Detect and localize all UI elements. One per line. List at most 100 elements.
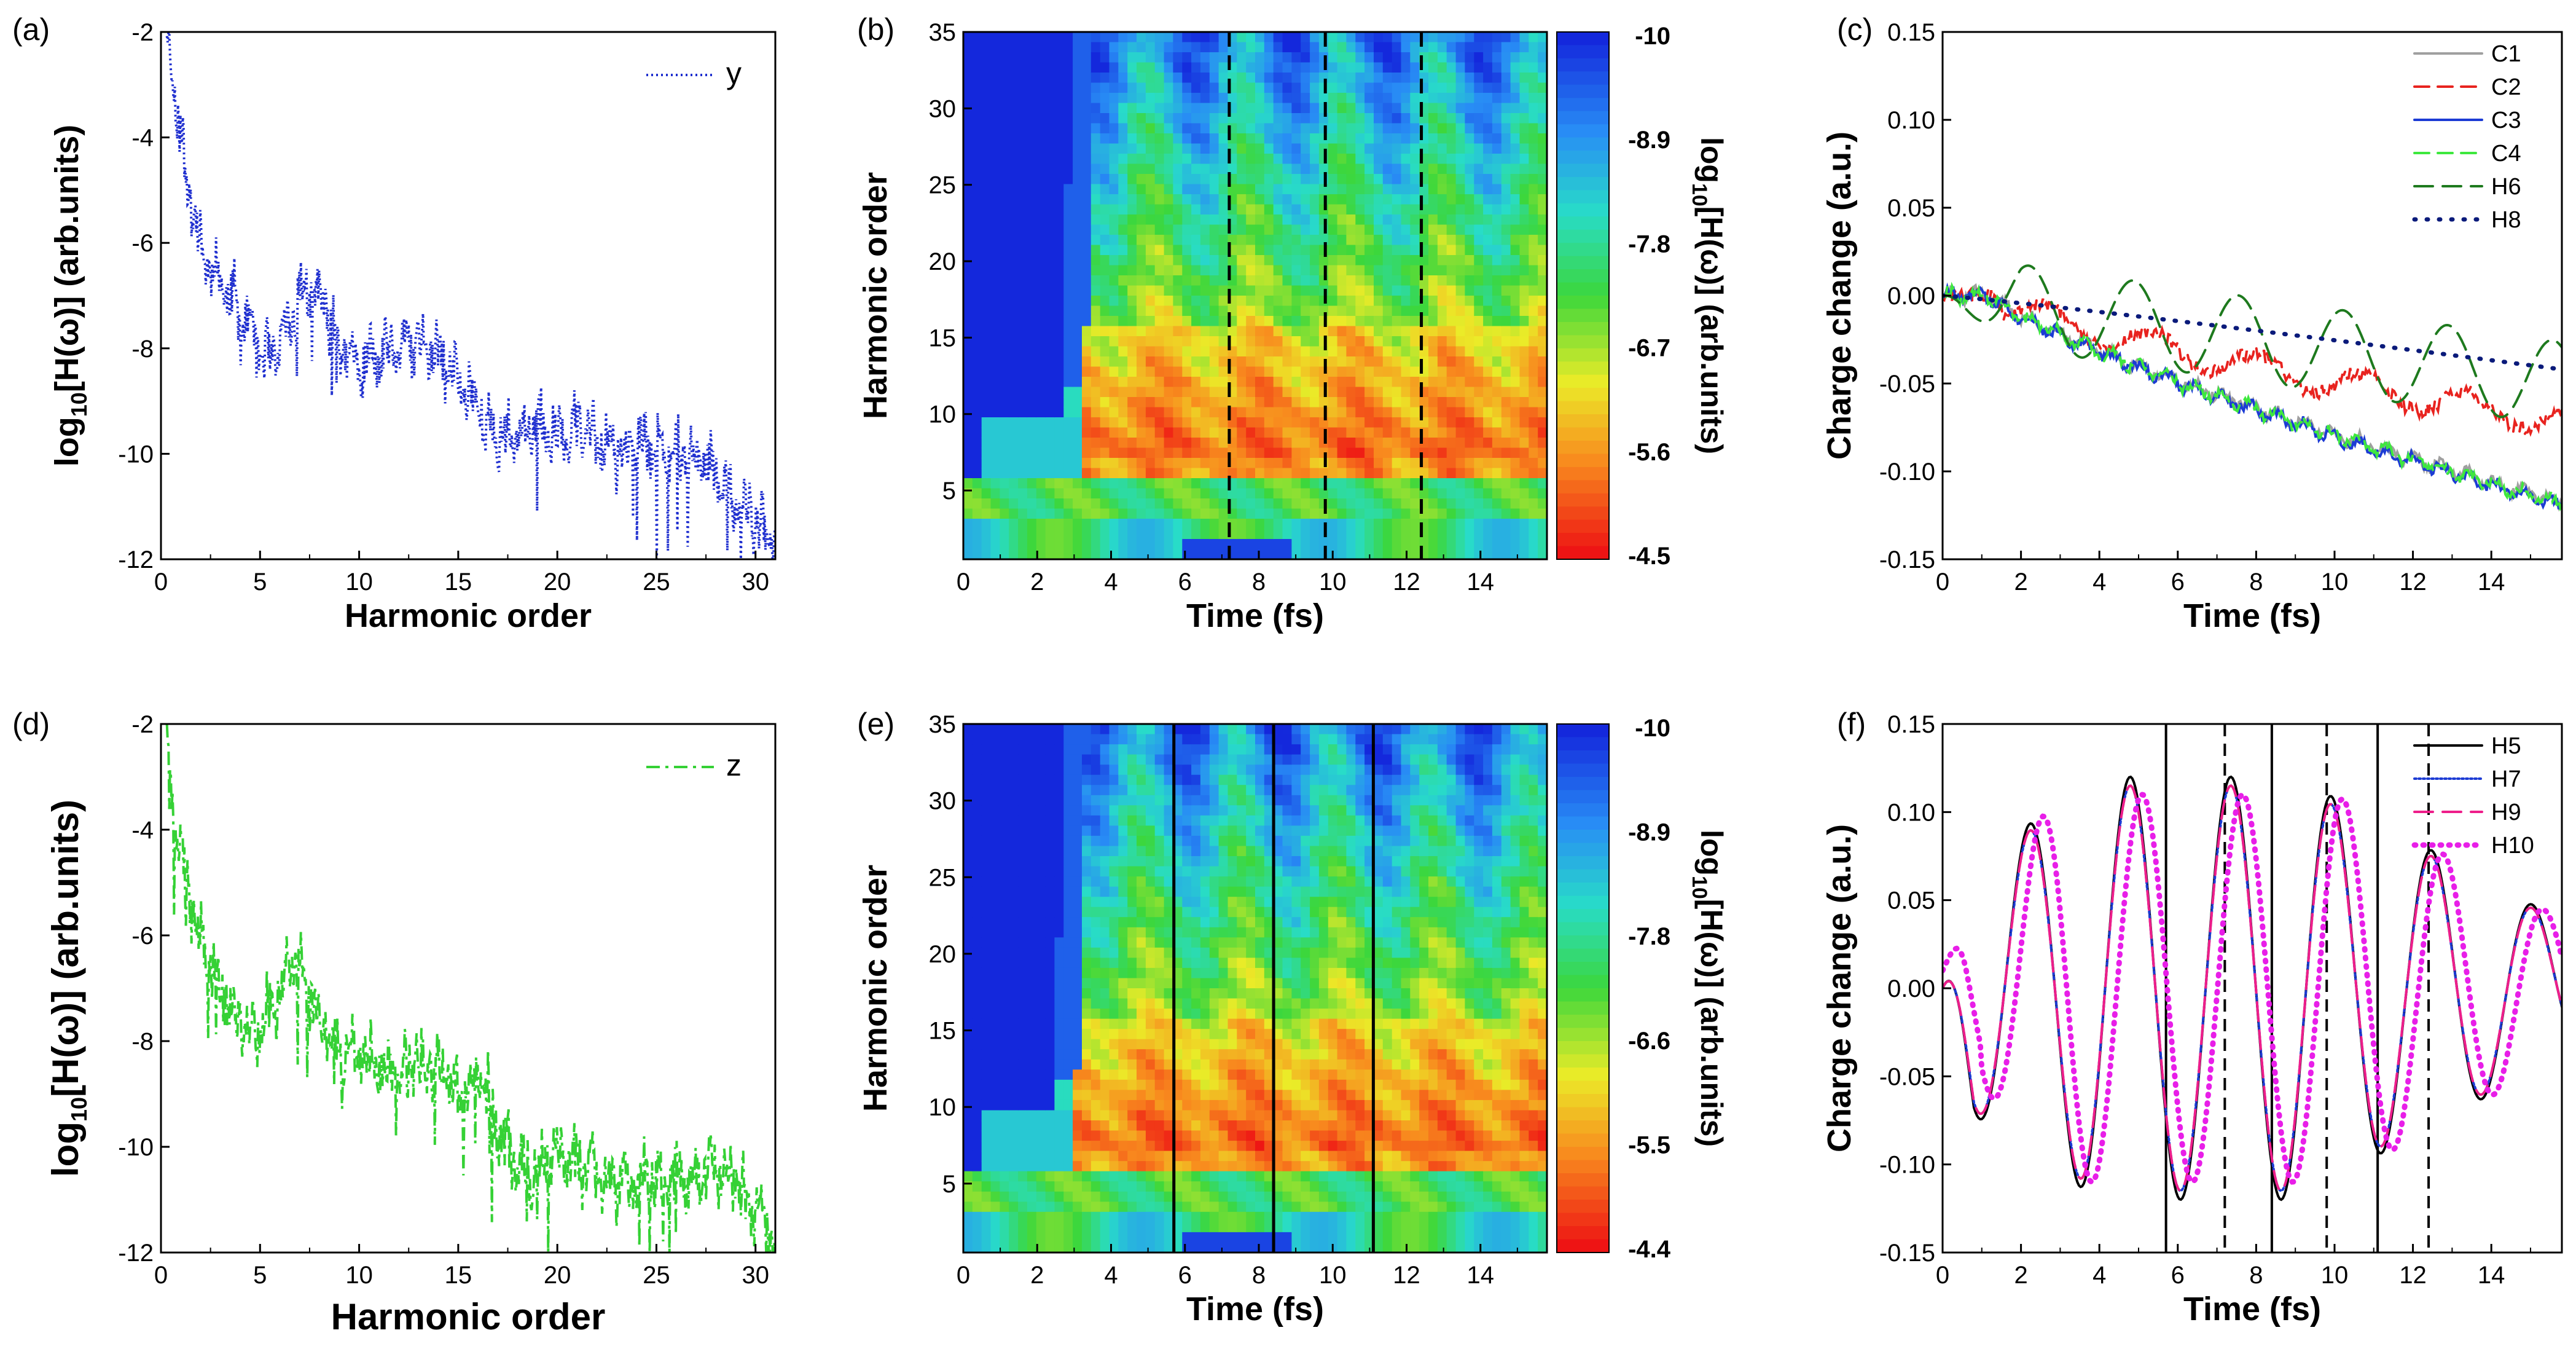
heatmap-cell — [1137, 856, 1146, 867]
heatmap-cell — [1073, 1039, 1082, 1050]
heatmap-cell — [1318, 245, 1329, 256]
heatmap-cell — [1145, 917, 1156, 928]
heatmap-cell — [1109, 1161, 1119, 1172]
heatmap-cell — [1519, 529, 1530, 540]
heatmap-cell — [1191, 539, 1201, 550]
heatmap-cell — [1036, 1079, 1046, 1091]
heatmap-cell — [990, 356, 1001, 368]
heatmap-cell — [1182, 988, 1192, 999]
heatmap-cell — [1446, 62, 1457, 73]
heatmap-cell — [1474, 478, 1484, 489]
heatmap-cell — [1118, 82, 1128, 93]
heatmap-cell — [1337, 184, 1347, 195]
heatmap-cell — [1310, 73, 1320, 84]
heatmap-cell — [1018, 305, 1028, 317]
heatmap-cell — [1073, 326, 1082, 337]
heatmap-cell — [1310, 366, 1320, 377]
heatmap-cell — [1000, 774, 1009, 785]
heatmap-cell — [981, 967, 992, 979]
heatmap-cell — [1483, 366, 1493, 377]
heatmap-cell — [1154, 407, 1165, 418]
heatmap-cell — [1237, 336, 1247, 347]
heatmap-cell — [1291, 305, 1301, 317]
heatmap-cell — [1118, 387, 1128, 398]
heatmap-cell — [1009, 245, 1019, 256]
heatmap-cell — [1118, 1029, 1128, 1040]
heatmap-cell — [972, 265, 982, 276]
heatmap-cell — [1446, 498, 1457, 509]
heatmap-cell — [981, 184, 992, 195]
heatmap-cell — [1355, 468, 1365, 479]
heatmap-cell — [1154, 326, 1165, 337]
heatmap-cell — [1446, 508, 1457, 519]
heatmap-cell — [1137, 998, 1146, 1009]
heatmap-cell — [981, 1018, 992, 1029]
heatmap-cell — [1346, 447, 1356, 458]
heatmap-cell — [972, 846, 982, 857]
heatmap-cell — [1137, 1181, 1146, 1192]
heatmap-cell — [963, 346, 973, 357]
heatmap-cell — [1218, 163, 1229, 175]
heatmap-cell — [972, 886, 982, 897]
heatmap-cell — [1465, 296, 1474, 307]
heatmap-cell — [981, 947, 992, 959]
heatmap-cell — [1182, 427, 1192, 438]
heatmap-cell — [1145, 876, 1156, 887]
heatmap-cell — [1063, 1059, 1073, 1071]
heatmap-cell — [1100, 377, 1110, 388]
heatmap-cell — [1364, 235, 1374, 246]
colorbar-step — [1557, 190, 1609, 204]
heatmap-cell — [1538, 82, 1548, 93]
heatmap-cell — [1054, 305, 1064, 317]
heatmap-cell — [1382, 214, 1393, 226]
heatmap-cell — [1036, 326, 1046, 337]
heatmap-cell — [1063, 947, 1073, 959]
heatmap-cell — [1036, 988, 1046, 999]
heatmap-cell — [1000, 174, 1009, 185]
heatmap-cell — [1200, 508, 1210, 519]
heatmap-cell — [1118, 724, 1128, 735]
colorbar-step — [1557, 176, 1609, 191]
x-tick-label: 25 — [643, 1262, 670, 1289]
heatmap-cell — [1474, 519, 1484, 530]
heatmap-cell — [1301, 275, 1310, 286]
heatmap-cell — [1291, 204, 1301, 215]
heatmap-cell — [1474, 529, 1484, 540]
heatmap-cell — [1437, 275, 1447, 286]
heatmap-cell — [1063, 468, 1073, 479]
heatmap-cell — [1018, 326, 1028, 337]
heatmap-cell — [1474, 377, 1484, 388]
heatmap-cell — [1036, 458, 1046, 469]
heatmap-cell — [1009, 275, 1019, 286]
heatmap-cell — [1137, 1171, 1146, 1182]
heatmap-cell — [1164, 194, 1174, 205]
heatmap-cell — [1063, 1191, 1073, 1203]
heatmap-cell — [972, 1191, 982, 1203]
heatmap-cell — [1374, 468, 1384, 479]
heatmap-cell — [1109, 245, 1119, 256]
heatmap-cell — [1109, 1130, 1119, 1141]
heatmap-cell — [1090, 846, 1101, 857]
heatmap-cell — [1054, 123, 1064, 134]
heatmap-cell — [1109, 387, 1119, 398]
heatmap-cell — [1191, 194, 1201, 205]
heatmap-cell — [1218, 123, 1229, 134]
heatmap-cell — [1118, 744, 1128, 755]
heatmap-cell — [1164, 1090, 1174, 1101]
heatmap-cell — [1054, 366, 1064, 377]
heatmap-cell — [1182, 163, 1192, 175]
heatmap-cell — [1255, 32, 1265, 43]
heatmap-cell — [1145, 397, 1156, 408]
heatmap-cell — [1018, 32, 1028, 43]
heatmap-cell — [1009, 774, 1019, 785]
heatmap-cell — [981, 1211, 992, 1223]
heatmap-cell — [1137, 326, 1146, 337]
heatmap-cell — [1410, 478, 1420, 489]
heatmap-cell — [972, 275, 982, 286]
heatmap-cell — [1382, 366, 1393, 377]
heatmap-cell — [1282, 103, 1293, 114]
heatmap-cell — [1090, 73, 1101, 84]
heatmap-cell — [1392, 163, 1402, 175]
heatmap-cell — [1100, 937, 1110, 948]
heatmap-cell — [1154, 967, 1165, 979]
